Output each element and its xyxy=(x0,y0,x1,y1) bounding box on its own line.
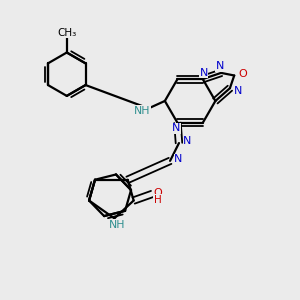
Text: N: N xyxy=(174,154,183,164)
Text: N: N xyxy=(234,86,242,96)
Text: O: O xyxy=(153,188,162,198)
Text: N: N xyxy=(215,61,224,71)
Text: CH₃: CH₃ xyxy=(57,28,76,38)
Text: H: H xyxy=(154,195,161,205)
Text: N: N xyxy=(183,136,191,146)
Text: N: N xyxy=(172,123,180,133)
Text: NH: NH xyxy=(109,220,125,230)
Text: N: N xyxy=(200,68,208,77)
Text: NH: NH xyxy=(134,106,150,116)
Text: O: O xyxy=(238,69,247,79)
